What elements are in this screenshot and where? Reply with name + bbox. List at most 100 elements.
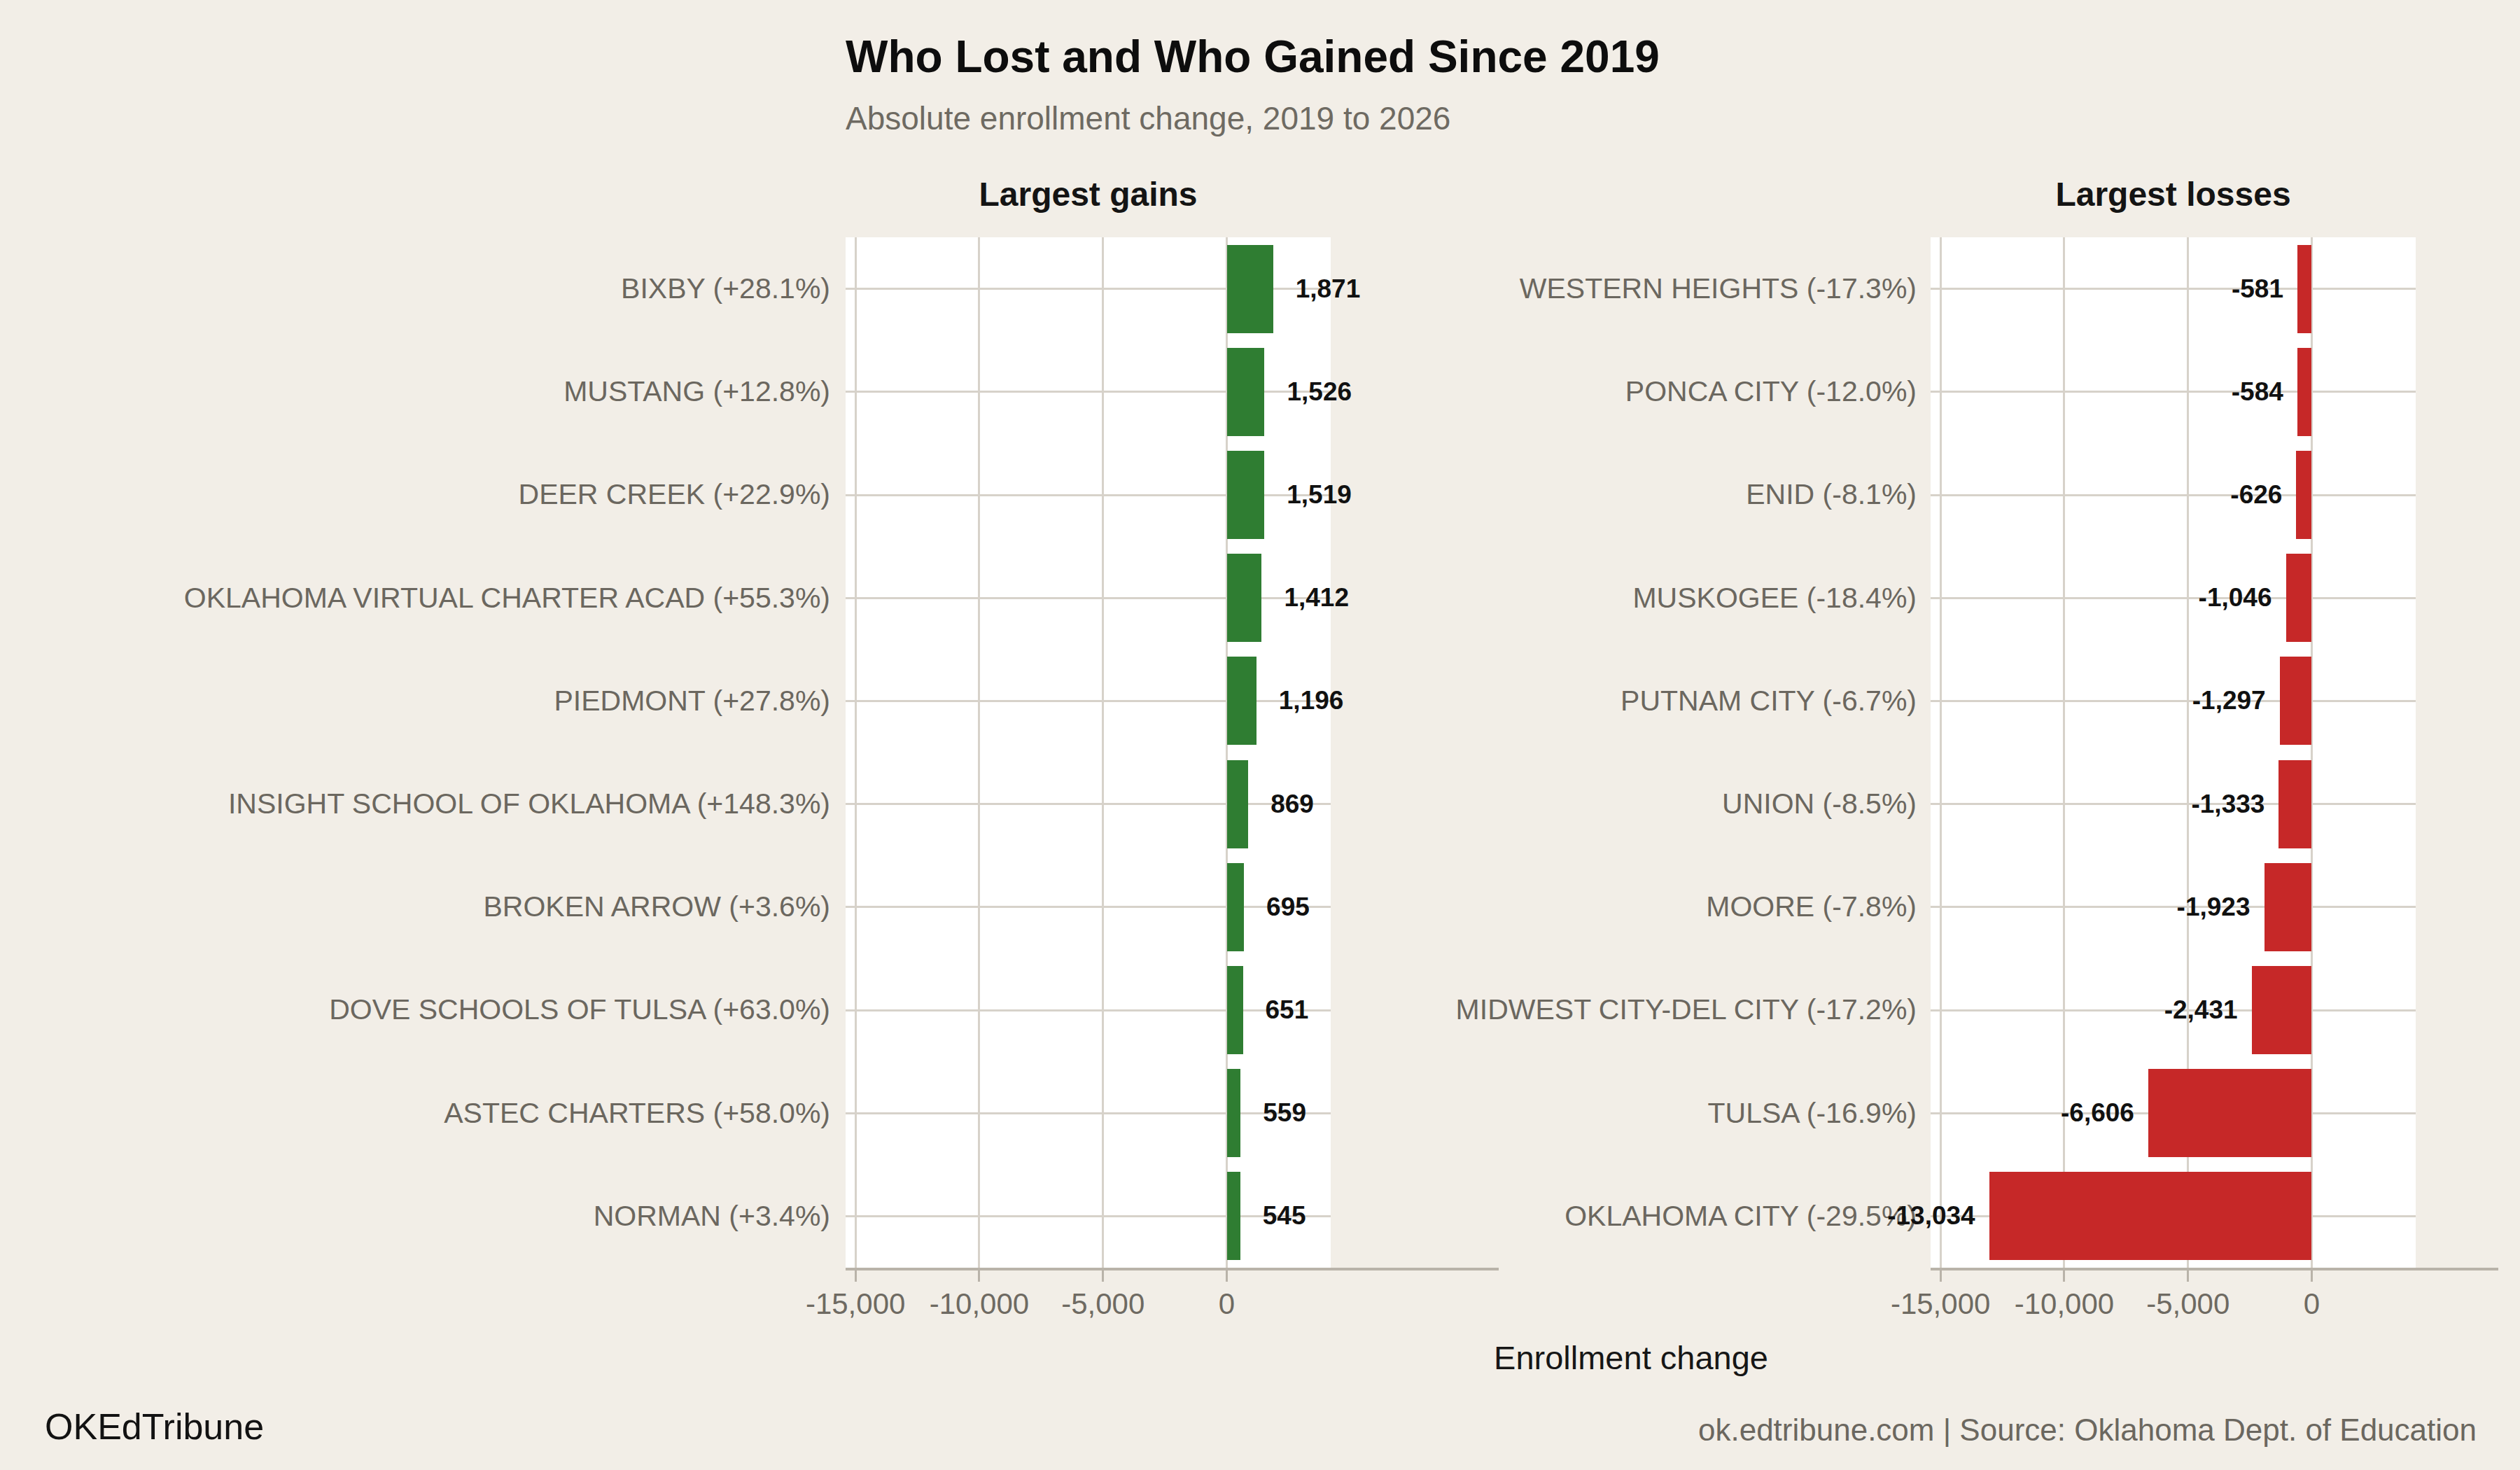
x-axis-tick xyxy=(1940,1270,1942,1282)
horizontal-gridline xyxy=(846,1009,1331,1011)
x-axis-gains: -15,000-10,000-5,0000 xyxy=(846,1268,1331,1352)
chart-canvas: Who Lost and Who Gained Since 2019 Absol… xyxy=(0,0,2520,1470)
category-label: MUSKOGEE (-18.4%) xyxy=(1351,547,1917,650)
category-label: PIEDMONT (+27.8%) xyxy=(0,650,830,752)
x-axis-line xyxy=(846,1268,1499,1270)
loss-bar xyxy=(2297,245,2312,333)
category-label: TULSA (-16.9%) xyxy=(1351,1062,1917,1165)
bar-value-label: -13,034 xyxy=(1887,1172,1975,1260)
horizontal-gridline xyxy=(846,803,1331,805)
x-axis-tick xyxy=(978,1270,980,1282)
x-axis-tick-label: -5,000 xyxy=(1061,1287,1144,1321)
category-label: DEER CREEK (+22.9%) xyxy=(0,443,830,546)
bar-value-label: -1,923 xyxy=(2177,863,2250,951)
x-axis-losses: -15,000-10,000-5,0000 xyxy=(1931,1268,2416,1352)
category-label: BIXBY (+28.1%) xyxy=(0,237,830,340)
category-label: ENID (-8.1%) xyxy=(1351,443,1917,546)
category-label: PONCA CITY (-12.0%) xyxy=(1351,340,1917,443)
x-axis-tick-label: -10,000 xyxy=(930,1287,1029,1321)
gain-bar xyxy=(1227,348,1265,436)
bar-value-label: -584 xyxy=(2232,348,2283,436)
x-axis-tick xyxy=(2063,1270,2065,1282)
category-label: DOVE SCHOOLS OF TULSA (+63.0%) xyxy=(0,958,830,1061)
loss-bar xyxy=(2252,966,2312,1054)
x-axis-tick-label: 0 xyxy=(2304,1287,2320,1321)
x-axis-title: Enrollment change xyxy=(1494,1338,1768,1377)
bar-value-label: -1,297 xyxy=(2192,657,2266,745)
bar-value-label: 1,412 xyxy=(1284,554,1349,642)
facet-title-gains: Largest gains xyxy=(846,175,1331,214)
x-axis-tick-label: -5,000 xyxy=(2146,1287,2230,1321)
gain-bar xyxy=(1227,1069,1241,1157)
category-label: MOORE (-7.8%) xyxy=(1351,855,1917,958)
bar-value-label: 651 xyxy=(1266,966,1309,1054)
horizontal-gridline xyxy=(846,700,1331,702)
gain-bar xyxy=(1227,451,1265,539)
bar-value-label: 1,871 xyxy=(1296,245,1361,333)
horizontal-gridline xyxy=(846,906,1331,908)
category-label: MUSTANG (+12.8%) xyxy=(0,340,830,443)
bar-value-label: 869 xyxy=(1270,760,1314,848)
loss-bar xyxy=(1989,1172,2312,1260)
chart-subtitle: Absolute enrollment change, 2019 to 2026 xyxy=(846,99,1450,137)
bar-value-label: -1,333 xyxy=(2191,760,2264,848)
bar-value-label: -2,431 xyxy=(2164,966,2238,1054)
gain-bar xyxy=(1227,245,1273,333)
loss-bar xyxy=(2280,657,2312,745)
x-axis-tick-label: -15,000 xyxy=(1891,1287,1990,1321)
bar-value-label: -6,606 xyxy=(2061,1069,2134,1157)
horizontal-gridline xyxy=(1931,494,2416,496)
horizontal-gridline xyxy=(1931,597,2416,599)
loss-bar xyxy=(2296,451,2311,539)
category-label: UNION (-8.5%) xyxy=(1351,752,1917,855)
horizontal-gridline xyxy=(1931,803,2416,805)
bar-value-label: -581 xyxy=(2232,245,2283,333)
bar-value-label: 1,526 xyxy=(1287,348,1352,436)
category-label: OKLAHOMA CITY (-29.5%) xyxy=(1351,1165,1917,1268)
bar-value-label: -626 xyxy=(2230,451,2282,539)
plot-panel-losses: -581 -584 -626 -1,046 -1,297 -1,333 -1,923 -2,4… xyxy=(1931,237,2416,1268)
bar-value-label: 559 xyxy=(1263,1069,1306,1157)
loss-bar xyxy=(2278,760,2311,848)
bar-value-label: 1,519 xyxy=(1287,451,1352,539)
gain-bar xyxy=(1227,554,1262,642)
category-label: BROKEN ARROW (+3.6%) xyxy=(0,855,830,958)
bar-value-label: 1,196 xyxy=(1279,657,1344,745)
gain-bar xyxy=(1227,760,1249,848)
facet-title-losses: Largest losses xyxy=(1931,175,2416,214)
category-labels-losses: WESTERN HEIGHTS (-17.3%)PONCA CITY (-12.… xyxy=(1351,237,1917,1268)
x-axis-tick xyxy=(1226,1270,1228,1282)
loss-bar xyxy=(2286,554,2312,642)
horizontal-gridline xyxy=(1931,391,2416,393)
x-axis-line xyxy=(1931,1268,2498,1270)
category-label: MIDWEST CITY-DEL CITY (-17.2%) xyxy=(1351,958,1917,1061)
category-label: OKLAHOMA VIRTUAL CHARTER ACAD (+55.3%) xyxy=(0,547,830,650)
bar-value-label: 695 xyxy=(1266,863,1310,951)
x-axis-tick-label: -15,000 xyxy=(806,1287,905,1321)
category-label: WESTERN HEIGHTS (-17.3%) xyxy=(1351,237,1917,340)
category-label: INSIGHT SCHOOL OF OKLAHOMA (+148.3%) xyxy=(0,752,830,855)
category-labels-gains: BIXBY (+28.1%)MUSTANG (+12.8%)DEER CREEK… xyxy=(0,237,830,1268)
horizontal-gridline xyxy=(1931,288,2416,290)
footer-source: ok.edtribune.com | Source: Oklahoma Dept… xyxy=(1698,1413,2477,1448)
loss-bar xyxy=(2264,863,2312,951)
plot-panel-gains: 1,8711,5261,5191,4121,196869695651559545 xyxy=(846,237,1331,1268)
gain-bar xyxy=(1227,1172,1240,1260)
x-axis-tick xyxy=(855,1270,857,1282)
gain-bar xyxy=(1227,966,1243,1054)
x-axis-tick-label: 0 xyxy=(1219,1287,1235,1321)
category-label: ASTEC CHARTERS (+58.0%) xyxy=(0,1062,830,1165)
loss-bar xyxy=(2297,348,2312,436)
x-axis-tick-label: -10,000 xyxy=(2015,1287,2114,1321)
bar-value-label: 545 xyxy=(1263,1172,1306,1260)
horizontal-gridline xyxy=(846,1215,1331,1217)
chart-title: Who Lost and Who Gained Since 2019 xyxy=(846,31,1660,83)
horizontal-gridline xyxy=(1931,700,2416,702)
bar-value-label: -1,046 xyxy=(2199,554,2272,642)
x-axis-tick xyxy=(2311,1270,2313,1282)
x-axis-tick xyxy=(1102,1270,1104,1282)
horizontal-gridline xyxy=(1931,906,2416,908)
x-axis-tick xyxy=(2187,1270,2189,1282)
gain-bar xyxy=(1227,657,1256,745)
category-label: PUTNAM CITY (-6.7%) xyxy=(1351,650,1917,752)
